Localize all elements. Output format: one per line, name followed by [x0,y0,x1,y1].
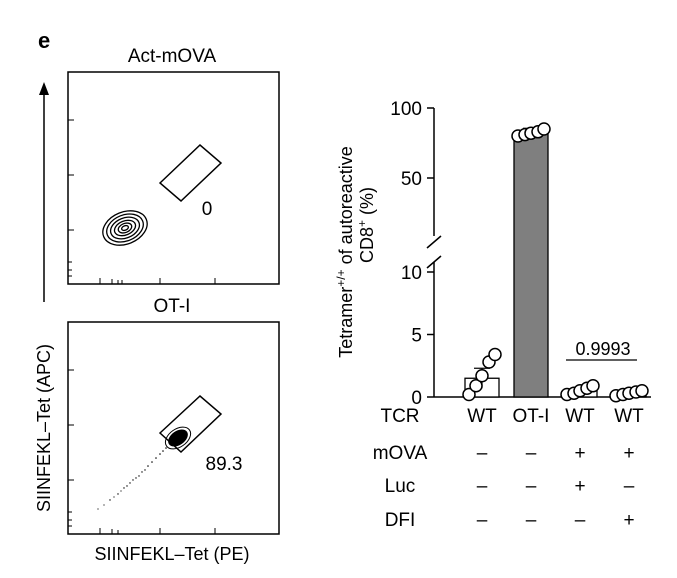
condition-row-label-luc: Luc [385,476,416,497]
bar-2 [513,131,549,398]
flow-plot-2-ticks [68,369,216,534]
flow-plot-2-scatter [97,447,167,510]
flow-plot-2-title: OT-I [154,296,191,317]
condition-cell: + [574,443,585,464]
data-point-1 [469,379,483,393]
flow-plot-1-gate [158,143,223,203]
flow-plot-2-gate-value: 89.3 [206,454,243,475]
condition-cell: + [574,476,585,497]
flow-plot-2: OT-I 89.3 [67,296,280,535]
condition-cell: – [477,510,488,531]
data-point-1 [462,387,476,402]
flow-x-axis-label: SIINFEKL–Tet (PE) [94,544,249,564]
condition-cell: – [624,476,635,497]
bar-y-axis-label-line2: CD8+ (%) [355,187,377,263]
bar-chart: Tetramer+/+ of autoreactive CD8+ (%) 0 5 1… [334,99,651,531]
condition-cell: – [477,476,488,497]
condition-cell: + [623,443,634,464]
condition-cell: WT [467,406,497,427]
flow-plot-1-contours [102,210,148,246]
data-point-2 [537,122,551,136]
y-tick-label: 50 [401,169,422,190]
flow-plot-2-gate [158,394,223,454]
condition-cell: WT [565,406,595,427]
condition-cell: – [526,510,537,531]
flow-plot-2-frame [67,321,280,535]
data-point-3 [586,379,600,393]
flow-plot-1-ticks [68,119,216,284]
condition-row-label-dfi: DFI [385,510,416,531]
y-tick-label: 5 [411,326,422,347]
condition-cell: OT-I [513,406,550,427]
condition-row-label-mova: mOVA [373,443,428,464]
data-point-1 [488,347,502,362]
flow-plot-1-gate-value: 0 [202,199,213,220]
condition-cell: – [526,476,537,497]
flow-plot-2-contours [164,426,192,450]
flow-plot-1-title: Act-mOVA [128,46,217,67]
y-axis-break-mark-upper [426,235,442,249]
y-tick-label: 100 [390,99,422,120]
y-axis-break-mark-lower [426,255,442,269]
y-tick-label: 10 [401,263,422,284]
flow-plot-1: Act-mOVA 0 [67,46,280,285]
condition-row-label-tcr: TCR [380,406,419,427]
data-point-4 [635,384,649,398]
flow-plot-1-frame [67,71,280,285]
condition-cell: – [575,510,586,531]
condition-cell: – [477,443,488,464]
condition-cell: + [623,510,634,531]
flow-y-axis-arrowhead [39,82,49,95]
flow-y-axis-label: SIINFEKL–Tet (APC) [34,344,54,512]
p-value-label: 0.9993 [575,339,630,359]
bar-y-axis-label-line1: Tetramer+/+ of autoreactive [334,146,356,357]
panel-label: e [38,28,50,53]
data-point-1 [475,369,489,383]
y-tick-label: 0 [411,388,422,409]
condition-cell: – [526,443,537,464]
condition-cell: WT [614,406,644,427]
